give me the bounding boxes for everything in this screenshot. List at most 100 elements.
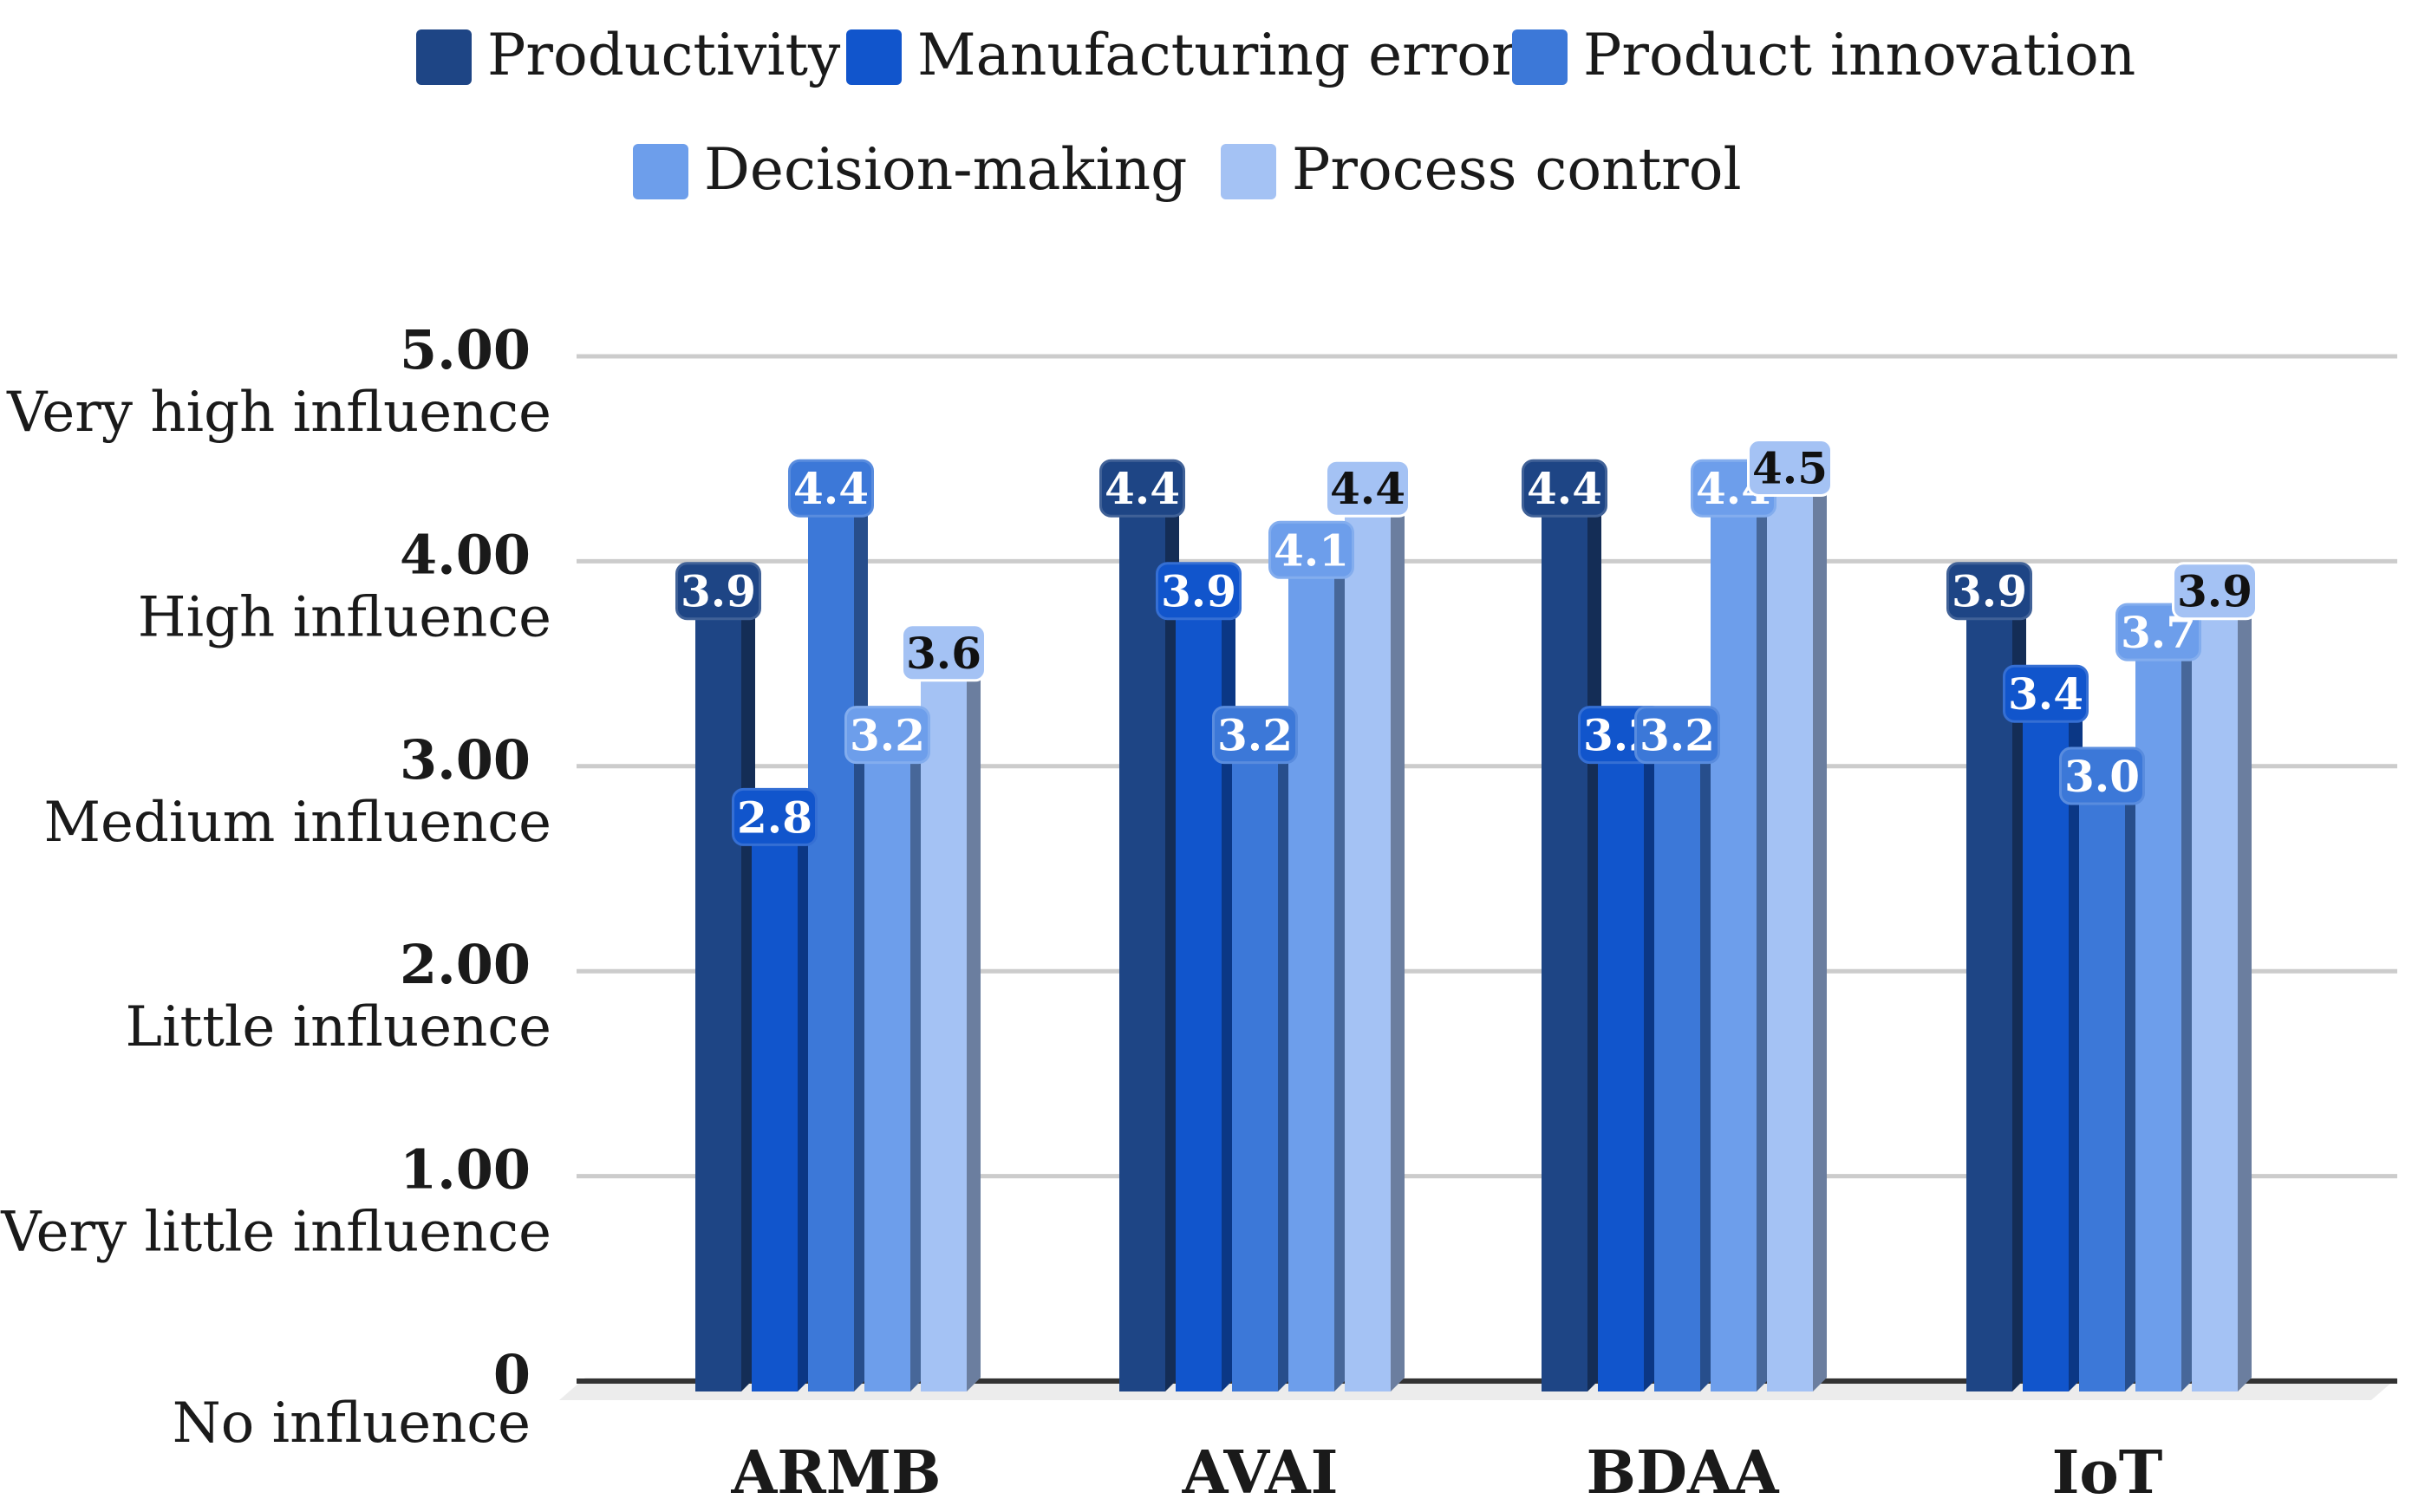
bars [695,445,2252,1392]
legend: Productivity Manufacturing errors Product … [416,22,2135,203]
legend-item: Manufacturing errors [846,22,1548,88]
bar-front [2079,766,2125,1391]
legend-label: Productivity [487,22,841,88]
legend-item: Product innovation [1512,22,2135,88]
bar-front [808,479,854,1391]
data-label-box [1946,562,2032,621]
data-label: 4.4 [1105,463,1180,514]
bar-front [2135,622,2181,1391]
bar-decision-making-bdaa [1711,465,1770,1391]
bar-front [2192,582,2238,1391]
data-label: 4.4 [1527,463,1602,514]
y-tick-description: Little influence [126,995,552,1059]
data-label-box [2003,664,2089,723]
data-label-box [2059,746,2145,805]
bar-process-control-armb [921,629,981,1391]
legend-label: Process control [1292,136,1742,203]
data-label: 3.2 [1640,710,1715,761]
y-tick-description: Very little influence [0,1201,551,1265]
data-label-box [1747,439,1833,497]
data-label: 4.4 [1330,463,1405,514]
y-tick-label: 3.00 [400,728,531,792]
data-label: 4.4 [793,463,869,514]
bar-decision-making-iot [2135,609,2195,1391]
x-tick-label: BDAA [1587,1438,1780,1508]
data-label-box [788,459,874,518]
x-tick-label: IoT [2052,1438,2163,1508]
bar-front [1542,479,1587,1391]
bar-process-control-bdaa [1767,445,1827,1392]
bar-productivity-armb [695,568,755,1391]
bar-side [2238,568,2252,1391]
legend-label: Decision-making [704,136,1187,203]
legend-item: Productivity [416,22,841,88]
legend-swatch [1512,29,1568,85]
data-label-box [844,706,930,765]
y-tick-label: 5.00 [400,318,531,381]
bar-manufacturing-errors-avai [1176,568,1235,1391]
data-label: 3.2 [850,710,925,761]
data-label: 3.9 [681,566,756,617]
bar-side [1813,445,1827,1392]
bar-decision-making-armb [864,711,924,1391]
bar-front [1176,582,1222,1391]
bar-process-control-iot [2192,568,2252,1391]
bar-front [864,725,910,1391]
data-label-box [1212,706,1298,765]
legend-label: Manufacturing errors [917,22,1548,88]
data-label: 4.5 [1752,443,1828,494]
legend-item: Decision-making [633,136,1187,203]
bar-front [752,807,798,1391]
data-label: 2.8 [737,792,812,843]
data-label: 4.1 [1274,525,1349,576]
y-tick-description: No influence [173,1391,531,1456]
legend-label: Product innovation [1583,22,2135,88]
y-tick-description: Medium influence [44,791,552,855]
y-tick-description: High influence [138,585,551,649]
bar-front [1345,479,1391,1391]
bar-front [1232,725,1278,1391]
bar-product-innovation-bdaa [1654,711,1714,1391]
legend-swatch [846,29,902,85]
bar-front [1767,459,1813,1392]
data-label: 3.2 [1217,710,1293,761]
bar-manufacturing-errors-armb [752,793,812,1391]
data-label-box [1099,459,1185,518]
data-label-box [732,787,818,846]
bar-front [1598,725,1644,1391]
bar-product-innovation-avai [1232,711,1292,1391]
data-label-box [675,562,761,621]
x-tick-label: ARMB [730,1438,941,1508]
bar-front [1654,725,1700,1391]
data-label-box [1325,459,1411,518]
bar-decision-making-avai [1288,526,1348,1391]
data-label: 3.9 [1161,566,1236,617]
bar-front [695,582,741,1391]
legend-swatch [633,144,688,199]
x-tick-label: AVAI [1182,1438,1339,1508]
y-tick-label: 1.00 [400,1138,531,1202]
data-label-box [2172,562,2258,621]
data-label: 3.9 [1952,566,2027,617]
data-label: 3.0 [2064,751,2140,802]
data-label-box [1156,562,1242,621]
data-labels: 3.94.4 4.43.92.83.93.23.44.43.2 3.23.03.24… [675,439,2258,846]
data-label-box [901,623,987,682]
bar-front [921,642,967,1391]
data-label-box [1268,520,1354,579]
bar-side [1391,465,1405,1391]
bar-product-innovation-armb [808,465,868,1391]
legend-swatch [1221,144,1276,199]
y-tick-label: 2.00 [400,933,531,996]
data-label-box [1634,706,1720,765]
bar-side [967,629,981,1391]
data-label-box [1522,459,1607,518]
bar-product-innovation-iot [2079,752,2139,1391]
y-tick-label: 4.00 [400,523,531,586]
y-tick-label: 0 [493,1343,531,1406]
bar-front [1711,479,1757,1391]
x-axis: ARMB AVAI BDAA IoT [730,1438,2162,1508]
legend-swatch [416,29,472,85]
